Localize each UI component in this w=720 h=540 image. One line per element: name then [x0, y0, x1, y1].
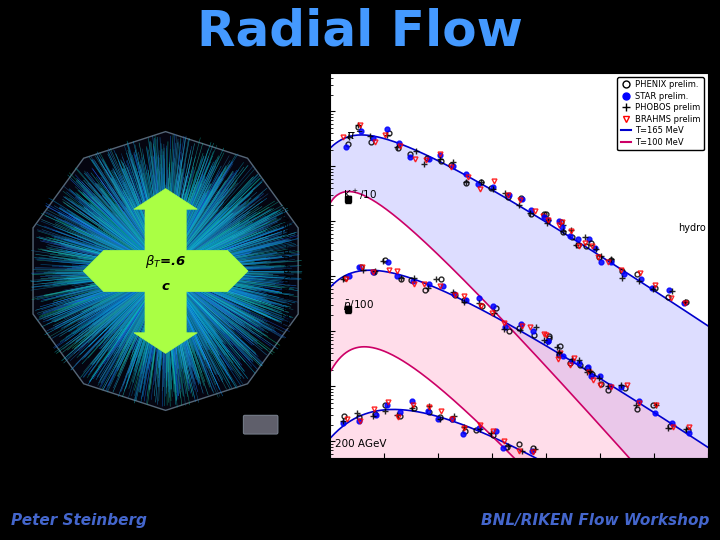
Text: K$^+$/10: K$^+$/10 — [343, 188, 377, 202]
Text: $\beta_T$=.6: $\beta_T$=.6 — [145, 253, 186, 270]
FancyBboxPatch shape — [243, 415, 278, 434]
Text: BNL/RIKEN Flow Workshop: BNL/RIKEN Flow Workshop — [481, 513, 709, 528]
Text: Peter Steinberg: Peter Steinberg — [11, 513, 147, 528]
Text: c: c — [162, 280, 169, 293]
X-axis label: $p_T$ (GeV): $p_T$ (GeV) — [495, 478, 543, 492]
Y-axis label: $(1/2\pi)$ dN/dyp$_T$ dp$_T$  (GeV$^{-2}$): $(1/2\pi)$ dN/dyp$_T$ dp$_T$ (GeV$^{-2}$… — [281, 202, 295, 329]
Text: hydro: hydro — [678, 223, 706, 233]
Polygon shape — [84, 188, 248, 353]
Text: Radial Flow: Radial Flow — [197, 7, 523, 55]
Text: $\pi^-$: $\pi^-$ — [346, 130, 364, 143]
Text: RHIC Data & Calculations by U. Heinz / P. Kolb: RHIC Data & Calculations by U. Heinz / P… — [537, 65, 698, 71]
Polygon shape — [33, 132, 298, 410]
Legend: PHENIX prelim., STAR prelim., PHOBOS prelim, BRAHMS prelim, T=165 MeV, T=100 MeV: PHENIX prelim., STAR prelim., PHOBOS pre… — [617, 77, 703, 150]
Text: 200 AGeV: 200 AGeV — [335, 438, 387, 449]
Text: $\bar{p}$/100: $\bar{p}$/100 — [343, 299, 374, 313]
